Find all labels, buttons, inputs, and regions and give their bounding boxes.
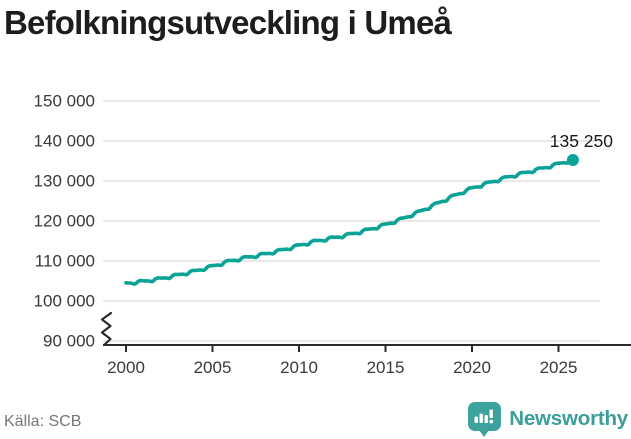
x-axis-tick-label: 2010: [280, 358, 318, 377]
x-axis-tick-label: 2015: [367, 358, 405, 377]
source-note: Källa: SCB: [4, 413, 82, 430]
y-axis-tick-label: 90 000: [43, 332, 95, 351]
x-axis-tick-label: 2005: [194, 358, 232, 377]
last-value-label: 135 250: [550, 131, 614, 151]
x-axis-tick-label: 2000: [107, 358, 145, 377]
newsworthy-logo: Newsworthy: [467, 401, 628, 437]
y-axis-tick-label: 110 000: [35, 252, 95, 271]
y-axis-tick-label: 120 000: [34, 212, 95, 231]
population-line: [124, 157, 575, 286]
newsworthy-logo-text: Newsworthy: [509, 407, 628, 430]
y-axis-tick-label: 130 000: [34, 172, 95, 191]
y-axis-break-icon: [100, 311, 113, 347]
y-axis-tick-label: 140 000: [34, 132, 95, 151]
y-axis-tick-label: 150 000: [34, 92, 95, 111]
x-axis-tick-label: 2020: [453, 358, 491, 377]
chart-title: Befolkningsutveckling i Umeå: [4, 4, 452, 41]
y-axis-tick-label: 100 000: [34, 292, 95, 311]
newsworthy-logo-icon: [468, 402, 502, 437]
x-axis-tick-label: 2025: [540, 358, 578, 377]
last-value-dot: [566, 154, 579, 166]
